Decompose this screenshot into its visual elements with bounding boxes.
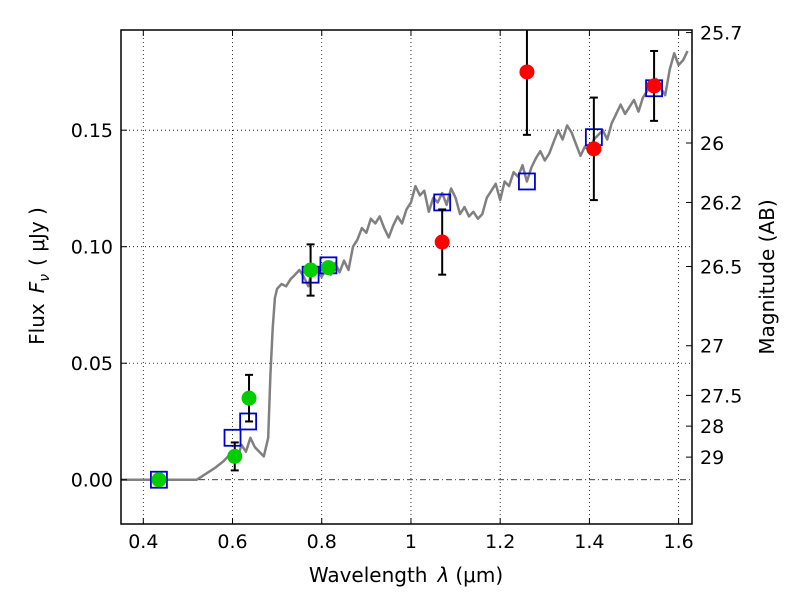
x-tick-label: 1.4 [574,531,604,553]
y2-tick-label: 29 [700,447,724,469]
x-tick-label: 0.8 [307,531,337,553]
right-axis-label: Magnitude (AB) [755,199,779,354]
grid-lines [121,30,692,524]
y2-tick-label: 27.5 [700,385,742,407]
x-tick-label: 1.2 [485,531,515,553]
y2-tick-label: 27 [700,336,724,358]
x-tick-label: 0.4 [128,531,158,553]
model-square-point [150,470,168,489]
observed-point [586,141,602,157]
y2-tick-label: 26.5 [700,257,742,279]
observed-point [320,260,336,276]
observed-point [519,64,535,80]
model-square-point [223,428,242,447]
y-tick-label: 0.05 [71,353,113,375]
y2-tick-label: 25.7 [700,23,742,45]
y-tick-label: 0.10 [71,237,113,259]
y-tick-label: 0.00 [71,470,113,492]
model-square-point [518,172,536,191]
observed-point [227,448,243,464]
observed-point [303,262,319,278]
x-axis-label: Wavelength λ (μm) [309,563,503,587]
observed-point [151,472,167,488]
y2-tick-label: 28 [700,416,724,438]
x-tick-label: 1 [405,531,417,553]
model-spectrum-line [121,50,689,481]
axes-frame [120,29,693,525]
y2-tick-label: 26 [700,133,724,155]
observed-point [646,78,662,94]
y2-tick-label: 26.2 [700,192,742,214]
y-axis-label: FluxFν( μJy ) [25,207,53,345]
y-tick-label: 0.15 [71,120,113,142]
observed-point [434,234,450,250]
plot-area [121,30,689,489]
x-tick-label: 1.6 [664,531,694,553]
observed-point [241,390,257,406]
axis-ticks: 0.4 0.6 0.8 1 1.2 1.4 1.6 0.00 0.05 0.10 0.15 25.7 2… [71,23,743,553]
x-tick-label: 0.6 [217,531,247,553]
